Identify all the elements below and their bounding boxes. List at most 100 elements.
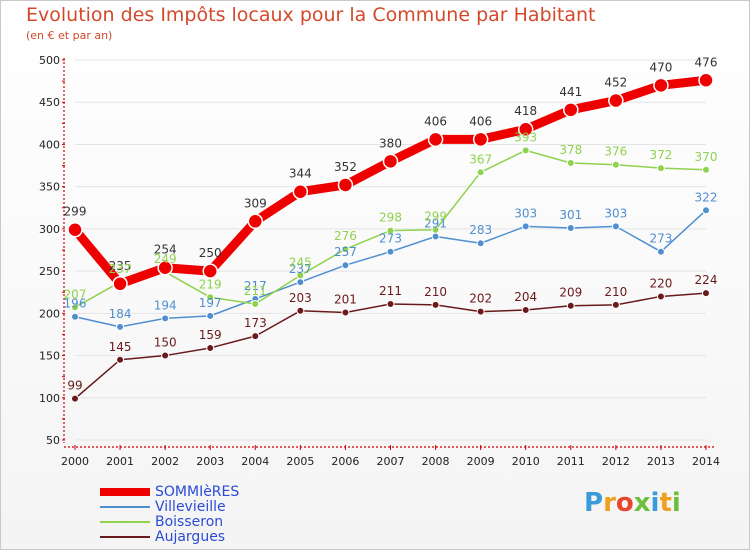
x-tick-label-2001: 2001: [106, 455, 134, 468]
data-point-boisseron-2013: [656, 164, 665, 173]
data-label-villevieille-2006: 257: [334, 245, 357, 259]
y-tick-label-150: 150: [39, 350, 60, 363]
legend-item-boisseron: Boisseron: [100, 514, 300, 530]
data-label-villevieille-2011: 301: [559, 208, 582, 222]
data-label-villevieille-2001: 184: [109, 307, 132, 321]
data-label-sommi-res-2011: 441: [559, 85, 582, 99]
data-label-boisseron-2010: 393: [514, 130, 537, 144]
x-tick-label-2000: 2000: [61, 455, 89, 468]
data-point-boisseron-2012: [611, 160, 620, 169]
data-point-aujargues-2000: [71, 394, 79, 403]
data-label-sommi-res-2006: 352: [334, 160, 357, 174]
data-label-sommi-res-2013: 470: [649, 60, 672, 74]
data-point-boisseron-2011: [566, 159, 575, 168]
data-label-sommi-res-2005: 344: [289, 167, 312, 181]
data-point-sommi-res-2005: [292, 183, 309, 200]
data-label-boisseron-2011: 378: [559, 143, 582, 157]
data-point-boisseron-2000: [71, 303, 79, 312]
y-tick-label-400: 400: [39, 138, 60, 151]
data-point-villevieille-2001: [116, 322, 125, 331]
logo-letter: o: [615, 488, 634, 518]
data-point-villevieille-2006: [341, 261, 350, 270]
legend-label-aujargues: Aujargues: [155, 529, 226, 545]
legend-swatch-aujargues: [100, 536, 150, 538]
data-label-villevieille-2010: 303: [514, 206, 537, 220]
data-label-sommi-res-2002: 254: [154, 243, 177, 257]
data-point-villevieille-2000: [71, 312, 79, 321]
data-label-villevieille-2004: 217: [244, 279, 267, 293]
proxiti-logo: Proxiti: [584, 488, 681, 518]
data-label-villevieille-2009: 283: [469, 223, 492, 237]
chart-subtitle: (en € et par an): [26, 29, 113, 42]
data-point-aujargues-2005: [296, 306, 305, 315]
data-point-boisseron-2010: [521, 146, 530, 155]
data-label-sommi-res-2012: 452: [604, 76, 627, 90]
x-tick-label-2010: 2010: [512, 455, 540, 468]
legend-swatch-sommieres: [100, 488, 150, 496]
data-point-aujargues-2013: [656, 292, 665, 301]
data-point-aujargues-2010: [521, 305, 530, 314]
data-point-villevieille-2007: [386, 247, 395, 256]
x-tick-label-2012: 2012: [602, 455, 630, 468]
data-label-sommi-res-2001: 235: [109, 259, 132, 273]
data-label-sommi-res-2003: 250: [199, 246, 222, 260]
data-point-villevieille-2009: [476, 239, 485, 248]
data-label-boisseron-2000: 207: [64, 287, 87, 301]
data-point-villevieille-2010: [521, 222, 530, 231]
data-point-sommi-res-2011: [563, 102, 579, 118]
data-point-villevieille-2014: [702, 206, 710, 215]
logo-letter: i: [650, 488, 660, 518]
y-tick-label-100: 100: [39, 392, 60, 405]
data-label-sommi-res-2010: 418: [514, 104, 537, 118]
legend-swatch-villevieille: [100, 506, 150, 508]
legend: SOMMIèRES Villevieille Boisseron Aujargu…: [100, 484, 300, 545]
data-label-sommi-res-2009: 406: [469, 114, 492, 128]
data-label-aujargues-2013: 220: [649, 276, 672, 290]
data-point-aujargues-2011: [566, 301, 575, 310]
data-point-aujargues-2003: [206, 343, 215, 352]
data-point-aujargues-2012: [611, 300, 620, 309]
y-tick-label-500: 500: [39, 54, 60, 67]
data-label-aujargues-2012: 210: [604, 285, 627, 299]
data-label-aujargues-2011: 209: [559, 286, 582, 300]
data-point-sommi-res-2014: [698, 72, 714, 89]
data-point-sommi-res-2013: [653, 77, 669, 94]
legend-item-aujargues: Aujargues: [100, 529, 300, 545]
y-tick-label-450: 450: [39, 96, 60, 109]
data-label-boisseron-2008: 299: [424, 210, 447, 224]
data-point-boisseron-2009: [476, 168, 485, 177]
data-label-villevieille-2012: 303: [604, 206, 627, 220]
data-label-boisseron-2001: 237: [109, 262, 132, 276]
x-tick-label-2008: 2008: [422, 455, 450, 468]
x-tick-label-2013: 2013: [647, 455, 675, 468]
data-label-aujargues-2009: 202: [469, 292, 492, 306]
data-label-villevieille-2008: 291: [424, 216, 447, 230]
data-point-aujargues-2007: [386, 300, 395, 309]
data-point-boisseron-2003: [206, 293, 215, 302]
data-point-sommi-res-2001: [112, 276, 128, 292]
data-point-boisseron-2006: [341, 245, 350, 254]
data-label-villevieille-2005: 237: [289, 262, 312, 276]
x-tick-label-2005: 2005: [286, 455, 314, 468]
data-label-boisseron-2007: 298: [379, 211, 402, 225]
data-label-boisseron-2004: 211: [244, 284, 267, 298]
data-label-sommi-res-2004: 309: [244, 196, 267, 210]
data-point-villevieille-2002: [161, 314, 170, 323]
data-point-sommi-res-2006: [337, 177, 354, 193]
data-label-boisseron-2014: 370: [695, 150, 718, 164]
legend-label-boisseron: Boisseron: [155, 514, 224, 530]
x-tick-label-2009: 2009: [467, 455, 495, 468]
data-point-villevieille-2011: [566, 224, 575, 233]
data-label-villevieille-2007: 273: [379, 232, 402, 246]
data-label-aujargues-2008: 210: [424, 285, 447, 299]
data-label-aujargues-2014: 224: [695, 273, 718, 287]
data-point-aujargues-2006: [341, 308, 350, 317]
data-label-aujargues-2010: 204: [514, 290, 537, 304]
data-point-aujargues-2004: [251, 332, 260, 341]
data-point-sommi-res-2003: [202, 263, 218, 279]
legend-label-villevieille: Villevieille: [155, 499, 226, 515]
legend-swatch-boisseron: [100, 521, 150, 523]
data-point-boisseron-2007: [386, 226, 395, 235]
logo-letter: t: [659, 488, 672, 518]
data-label-boisseron-2009: 367: [469, 152, 492, 166]
